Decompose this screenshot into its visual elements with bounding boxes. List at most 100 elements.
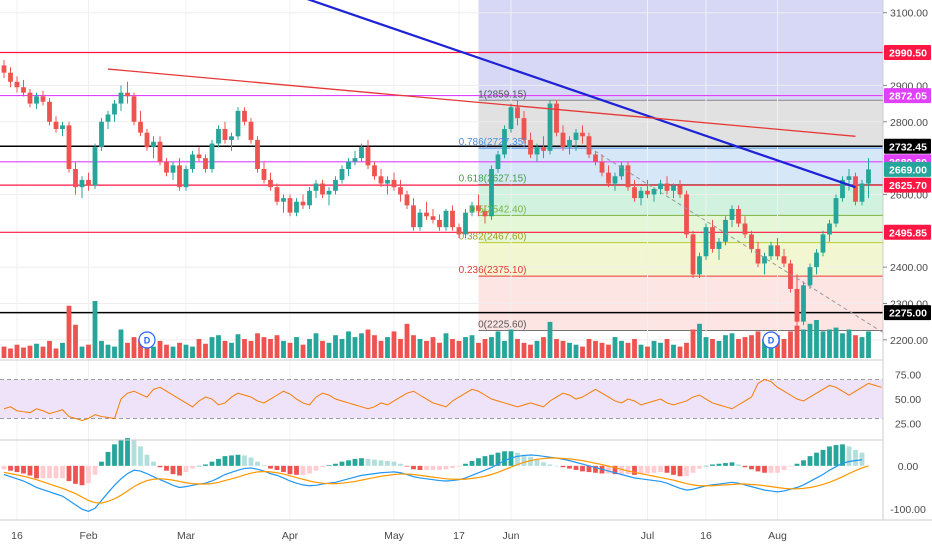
candle-body — [47, 101, 52, 122]
candle-body — [79, 179, 85, 188]
volume-bar — [710, 339, 715, 358]
candle-body — [209, 143, 215, 170]
time-tick-label: 16 — [11, 530, 23, 542]
volume-bar — [502, 340, 507, 358]
macd-histogram-bar — [716, 463, 722, 466]
macd-histogram-bar — [827, 446, 832, 466]
volume-bar — [723, 335, 728, 358]
candle-body — [443, 210, 449, 228]
macd-histogram-bar — [755, 465, 761, 472]
price-tag — [884, 45, 931, 61]
candle-body — [27, 92, 33, 104]
candle-body — [859, 183, 865, 202]
candle-body — [164, 161, 169, 173]
volume-bar — [801, 329, 806, 358]
candle-body — [476, 205, 481, 211]
macd-histogram-bar — [157, 465, 163, 468]
macd-histogram-bar — [99, 461, 104, 466]
candle-body — [586, 136, 592, 155]
candle-body — [359, 147, 364, 159]
volume-bar — [157, 340, 163, 358]
macd-histogram-bar — [40, 465, 46, 479]
macd-histogram-bar — [47, 465, 52, 479]
price-tag-label: 2625.70 — [889, 180, 927, 192]
volume-bar — [554, 339, 559, 358]
macd-histogram-bar — [294, 465, 299, 475]
candle-body — [703, 227, 709, 257]
volume-bar — [599, 342, 605, 358]
candle-body — [768, 245, 774, 257]
candle-body — [92, 147, 98, 186]
volume-bar — [866, 331, 871, 358]
volume-bar — [645, 346, 650, 358]
candle-body — [671, 185, 676, 191]
macd-histogram-bar — [742, 465, 748, 468]
candle-body — [34, 96, 39, 104]
fib-zone — [478, 215, 883, 243]
candle-body — [580, 132, 585, 137]
macd-histogram-bar — [248, 457, 254, 466]
price-tag — [884, 138, 931, 154]
candle-body — [762, 256, 767, 264]
macd-histogram-bar — [794, 463, 800, 466]
dividend-marker-label: D — [144, 336, 151, 346]
macd-histogram-bar — [411, 465, 416, 470]
macd-histogram-bar — [671, 465, 676, 475]
volume-bar — [463, 337, 468, 358]
candle-body — [742, 223, 748, 235]
volume-bar — [131, 337, 137, 358]
dividend-marker — [138, 331, 156, 349]
candle-body — [599, 161, 605, 173]
time-axis[interactable]: 16 Feb Mar Apr May 17 Jun Jul 16 Aug — [0, 519, 932, 542]
macd-histogram-bar — [14, 465, 20, 473]
candle-body — [372, 165, 377, 177]
macd-histogram-bar — [788, 465, 793, 467]
macd-histogram-bar — [638, 465, 644, 475]
volume-bar — [684, 342, 689, 358]
candle-body — [118, 92, 124, 104]
macd-histogram-bar — [430, 465, 436, 470]
candle-body — [560, 132, 566, 148]
macd-histogram-bar — [768, 465, 774, 473]
macd-histogram-bar — [606, 465, 611, 474]
macd-histogram-bar — [723, 463, 728, 466]
volume-bar — [99, 340, 104, 358]
volume-bar — [170, 346, 176, 358]
volume-bar — [677, 346, 683, 358]
volume-bar — [40, 346, 46, 358]
macd-histogram-bar — [560, 465, 566, 468]
signal-line — [3, 457, 869, 504]
macd-histogram-bar — [534, 459, 540, 466]
volume-bar — [827, 329, 832, 358]
candle-body — [528, 139, 533, 155]
candle-body — [801, 285, 806, 322]
macd-histogram-bar — [729, 462, 735, 466]
volume-bar — [138, 339, 143, 358]
volume-bar — [625, 342, 631, 358]
volume-bar — [528, 344, 533, 358]
macd-histogram-bar — [86, 465, 91, 484]
candle-body — [469, 205, 475, 213]
macd-histogram-bar — [528, 456, 533, 466]
macd-histogram-bar — [138, 446, 143, 466]
candle-body — [21, 87, 26, 93]
candle-body — [177, 165, 182, 188]
volume-bar — [203, 343, 208, 358]
macd-histogram-bar — [580, 465, 585, 472]
fib-trend-line — [588, 146, 884, 333]
volume-bar — [105, 344, 111, 358]
volume-bar — [112, 346, 117, 358]
macd-line — [3, 454, 863, 512]
trendlines[interactable] — [107, 0, 884, 333]
volume-bar — [469, 335, 475, 358]
candle-body — [619, 165, 624, 177]
candle-body — [840, 179, 845, 199]
macd-histogram-bar — [625, 465, 631, 475]
time-tick-label: 17 — [453, 530, 465, 542]
volume-bar — [248, 340, 254, 358]
volume-bar — [274, 335, 280, 358]
volume-bar — [437, 342, 442, 358]
